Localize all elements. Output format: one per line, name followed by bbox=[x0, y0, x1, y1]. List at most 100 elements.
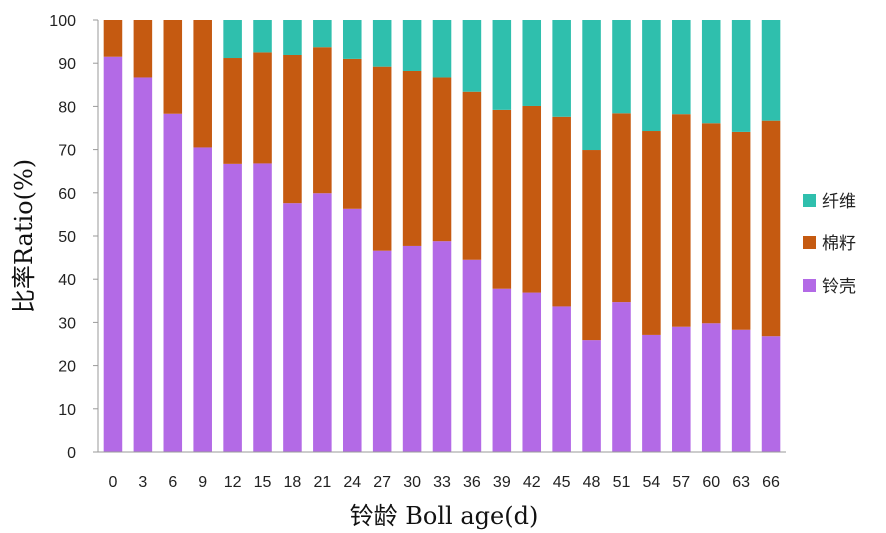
bar-segment-66-棉籽 bbox=[761, 120, 781, 337]
bar-segment-63-铃壳 bbox=[731, 329, 751, 452]
x-tick-label: 39 bbox=[493, 474, 511, 491]
x-tick-label: 51 bbox=[613, 474, 631, 491]
bar-segment-51-铃壳 bbox=[612, 302, 631, 452]
bar-segment-24-纤维 bbox=[342, 20, 362, 59]
bar-segment-0-铃壳 bbox=[103, 56, 123, 452]
bar-segment-60-纤维 bbox=[701, 20, 721, 124]
x-tick-labels: 0 3 6 9 12 15 18 21 24 27 30 33 36 39 42 45 48 51 54 57 60 63… bbox=[109, 474, 781, 491]
bar-segment-12-棉籽 bbox=[223, 58, 242, 164]
x-tick-label: 6 bbox=[168, 474, 177, 491]
bar-segment-30-棉籽 bbox=[402, 70, 422, 246]
bar-segment-0-棉籽 bbox=[103, 20, 123, 57]
legend-label: 纤维 bbox=[822, 192, 856, 212]
x-tick-label: 27 bbox=[373, 474, 391, 491]
bar-segment-42-铃壳 bbox=[522, 292, 542, 452]
bar-segment-30-纤维 bbox=[402, 20, 422, 71]
bar-segment-60-棉籽 bbox=[701, 123, 721, 324]
bar-segment-18-纤维 bbox=[283, 20, 302, 55]
bar-segment-45-纤维 bbox=[552, 20, 571, 117]
y-tick-label: 70 bbox=[58, 143, 76, 160]
bar-segment-66-铃壳 bbox=[761, 336, 781, 452]
y-tick-label: 80 bbox=[58, 99, 76, 116]
bar-segment-24-铃壳 bbox=[342, 208, 362, 452]
y-tick-label: 30 bbox=[58, 315, 76, 332]
bar-segment-48-纤维 bbox=[582, 20, 601, 151]
bar-segment-39-铃壳 bbox=[492, 288, 512, 452]
bar-segment-45-棉籽 bbox=[552, 116, 571, 307]
bar-segment-21-铃壳 bbox=[313, 193, 332, 453]
x-tick-label: 57 bbox=[672, 474, 690, 491]
x-tick-label: 63 bbox=[732, 474, 750, 491]
bar-segment-51-纤维 bbox=[612, 20, 631, 114]
bar-segment-51-棉籽 bbox=[612, 113, 631, 303]
bar-segment-24-棉籽 bbox=[342, 58, 362, 209]
bar-segment-57-棉籽 bbox=[672, 114, 691, 327]
y-tick-label: 20 bbox=[58, 359, 76, 376]
x-tick-label: 9 bbox=[198, 474, 207, 491]
bar-segment-48-铃壳 bbox=[582, 340, 601, 452]
x-tick-label: 54 bbox=[642, 474, 660, 491]
x-tick-label: 45 bbox=[553, 474, 571, 491]
x-tick-label: 18 bbox=[284, 474, 302, 491]
legend-label: 铃壳 bbox=[822, 277, 856, 297]
y-tick-label: 40 bbox=[58, 272, 76, 289]
y-tick-label: 10 bbox=[58, 402, 76, 419]
bar-segment-66-纤维 bbox=[761, 20, 781, 121]
y-axis-title: 比率Ratio(%) bbox=[10, 159, 38, 313]
bar-segment-33-铃壳 bbox=[432, 241, 452, 452]
x-tick-label: 42 bbox=[523, 474, 541, 491]
bar-segment-60-铃壳 bbox=[701, 323, 721, 452]
bar-segment-54-铃壳 bbox=[642, 334, 661, 452]
bar-segment-12-纤维 bbox=[223, 20, 242, 59]
x-axis-title: 铃龄 Boll age(d) bbox=[350, 502, 539, 530]
bars-group bbox=[103, 20, 781, 453]
bar-segment-18-棉籽 bbox=[283, 54, 302, 204]
x-tick-label: 48 bbox=[583, 474, 601, 491]
bar-segment-33-纤维 bbox=[432, 20, 452, 78]
y-tick-label: 0 bbox=[67, 445, 76, 462]
x-tick-label: 3 bbox=[138, 474, 147, 491]
bar-segment-12-铃壳 bbox=[223, 163, 242, 453]
x-tick-label: 0 bbox=[109, 474, 118, 491]
x-tick-label: 30 bbox=[403, 474, 421, 491]
legend-label: 棉籽 bbox=[822, 234, 856, 254]
bar-segment-39-棉籽 bbox=[492, 109, 512, 289]
x-tick-label: 36 bbox=[463, 474, 481, 491]
x-tick-label: 33 bbox=[433, 474, 451, 491]
bar-segment-6-铃壳 bbox=[163, 113, 183, 453]
bar-segment-54-棉籽 bbox=[642, 131, 661, 335]
bar-segment-33-棉籽 bbox=[432, 77, 452, 242]
y-tick-label: 60 bbox=[58, 186, 76, 203]
bar-segment-36-纤维 bbox=[462, 20, 482, 92]
bar-segment-27-纤维 bbox=[372, 20, 392, 67]
bar-segment-27-棉籽 bbox=[372, 66, 392, 251]
legend-swatch bbox=[803, 194, 816, 207]
y-tick-labels: 0 10 20 30 40 50 60 70 80 90 100 bbox=[49, 13, 98, 462]
bar-segment-57-铃壳 bbox=[672, 326, 691, 452]
bar-segment-21-纤维 bbox=[313, 20, 332, 48]
bar-segment-3-铃壳 bbox=[133, 77, 153, 453]
legend-swatch bbox=[803, 279, 816, 292]
bar-segment-48-棉籽 bbox=[582, 150, 601, 341]
bar-segment-63-纤维 bbox=[731, 20, 751, 132]
bar-segment-42-纤维 bbox=[522, 20, 542, 106]
x-tick-label: 24 bbox=[343, 474, 361, 491]
bar-segment-57-纤维 bbox=[672, 20, 691, 115]
y-tick-label: 50 bbox=[58, 229, 76, 246]
y-tick-label: 100 bbox=[49, 13, 76, 30]
x-tick-label: 12 bbox=[224, 474, 242, 491]
bar-segment-30-铃壳 bbox=[402, 245, 422, 452]
legend-swatch bbox=[803, 236, 816, 249]
bar-segment-3-棉籽 bbox=[133, 20, 153, 78]
y-tick-label: 90 bbox=[58, 56, 76, 73]
bar-segment-63-棉籽 bbox=[731, 131, 751, 330]
bar-segment-6-棉籽 bbox=[163, 20, 183, 114]
bar-segment-15-纤维 bbox=[253, 20, 272, 53]
bar-segment-39-纤维 bbox=[492, 20, 512, 110]
bar-segment-36-铃壳 bbox=[462, 259, 482, 452]
bar-segment-42-棉籽 bbox=[522, 105, 542, 293]
x-tick-label: 60 bbox=[702, 474, 720, 491]
bar-segment-21-棉籽 bbox=[313, 47, 332, 194]
